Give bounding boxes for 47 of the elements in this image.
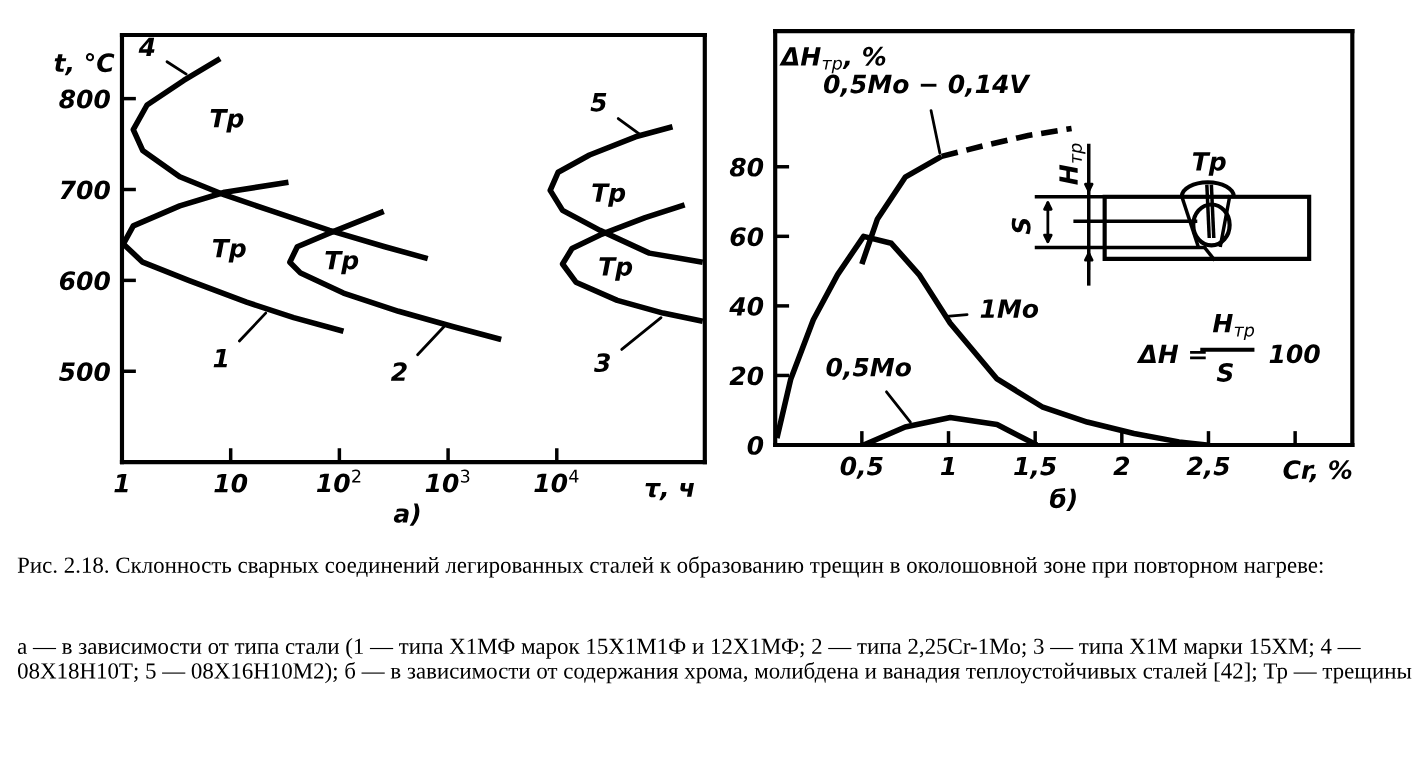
x-tick-label: 10$^{3}$ <box>425 469 470 493</box>
x-tick-label: 2 <box>1113 456 1130 476</box>
annotation: 3 <box>594 353 610 373</box>
annotation: 4 <box>138 37 155 56</box>
text: б) <box>1049 487 1076 512</box>
annotation: Тр <box>210 109 244 133</box>
x-tick-label: 10$^{4}$ <box>534 469 579 493</box>
y-axis-title: t, °C <box>54 53 115 76</box>
annotation: 2 <box>390 362 407 381</box>
x-axis-title: τ, ч <box>645 483 694 501</box>
annotation: Тр <box>592 183 626 207</box>
x-tick-label: 1 <box>114 474 128 493</box>
text: Рис. 2.18. Склонность сварных соединений легированных сталей к образованию трещин в околошовной зоне при повторном нагреве: <box>17 556 1323 578</box>
annotation: Тр <box>325 250 359 275</box>
text: а) <box>393 503 420 526</box>
x-tick-label: 1 <box>940 456 955 476</box>
y-tick-label: 700 <box>60 180 110 200</box>
annotation: 1Mo <box>980 299 1039 319</box>
annotation: 0,5Mo <box>826 357 911 380</box>
x-tick-label: 10 <box>214 473 248 493</box>
x-axis-title: Cr, % <box>1283 460 1352 483</box>
annotation: H$_{тр}$ <box>1212 314 1255 341</box>
annotation: H$_{тр}$ <box>1059 143 1086 185</box>
annotation: Тр <box>599 257 633 281</box>
y-tick-label: 80 <box>729 157 764 177</box>
y-tick-label: 500 <box>59 362 110 382</box>
y-tick-label: 60 <box>730 227 764 247</box>
annotation: S <box>1011 218 1031 235</box>
text: а — в зависимости от типа стали (1 — типа Х1МФ марок 15Х1М1Ф и 12Х1МФ; 2 — типа 2,25Cr-1Mo; 3 — типа Х1М марки 15ХМ; 4 — 08Х18Н10Т; 5 — 08Х16Н10М2); б — в зависимости от содержания хрома, молибдена и ванадия теплоустойчивых сталей [42]; Тр — трещины <box>17 637 1412 684</box>
y-axis-title: ΔH$_{тр}$, % <box>779 46 886 74</box>
y-tick-label: 0 <box>747 435 764 455</box>
annotation: Тр <box>1192 152 1226 176</box>
annotation: 0,5Mo − 0,14V <box>824 74 1031 97</box>
annotation: S <box>1216 363 1233 382</box>
y-tick-label: 20 <box>729 366 764 386</box>
x-tick-label: 10$^{2}$ <box>316 469 361 493</box>
x-tick-label: 2,5 <box>1186 456 1230 479</box>
y-tick-label: 800 <box>59 89 110 109</box>
x-tick-label: 1,5 <box>1014 456 1057 479</box>
y-tick-label: 600 <box>59 271 110 291</box>
annotation: ΔH = <box>1136 344 1206 363</box>
x-tick-label: 0,5 <box>840 456 883 479</box>
annotation: 100 <box>1269 344 1320 364</box>
annotation: Тр <box>212 238 246 263</box>
annotation: 1 <box>213 348 228 368</box>
y-tick-label: 40 <box>729 296 764 316</box>
annotation: 5 <box>590 93 607 112</box>
